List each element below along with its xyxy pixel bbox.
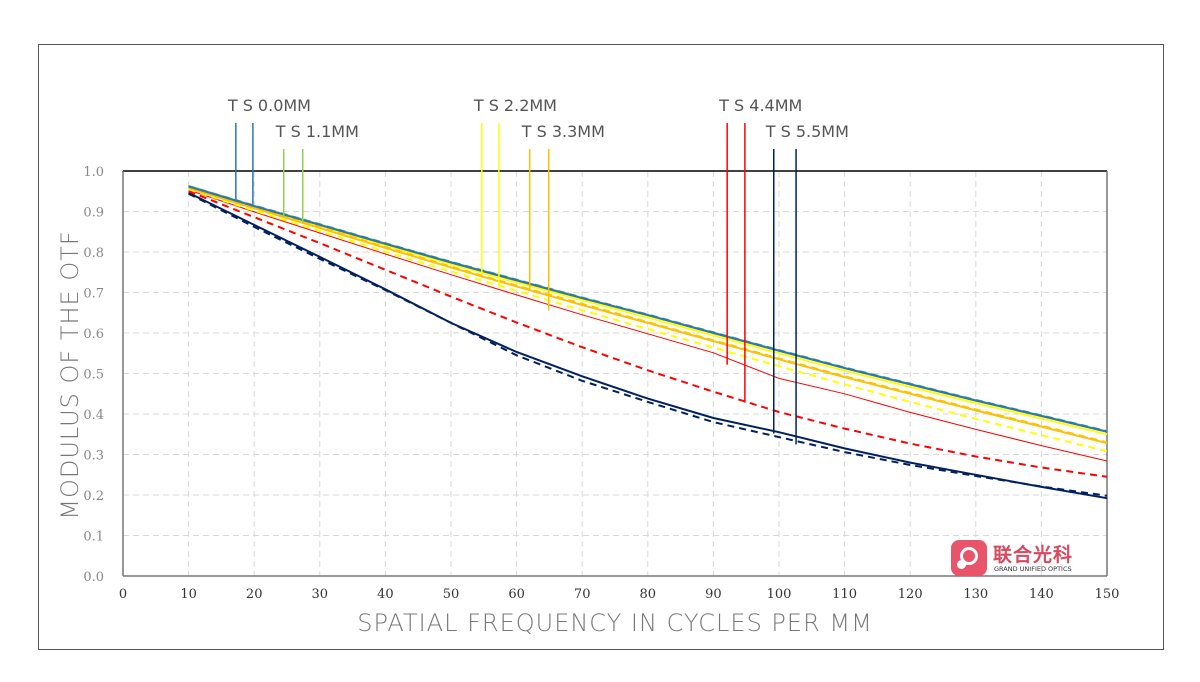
series-line-s-2-2mm bbox=[188, 188, 1108, 453]
series-line-t-5-5mm bbox=[188, 192, 1108, 500]
annotation-label: T S 2.2MM bbox=[473, 96, 557, 115]
x-tick-label: 100 bbox=[767, 587, 792, 602]
annotation-label: T S 3.3MM bbox=[521, 122, 605, 141]
y-tick-label: 0.7 bbox=[83, 287, 104, 302]
x-tick-label: 20 bbox=[246, 587, 263, 602]
series-line-t-2-2mm bbox=[188, 186, 1108, 436]
annotation-label: T S 0.0MM bbox=[227, 96, 311, 115]
x-tick-label: 90 bbox=[705, 587, 722, 602]
axes bbox=[122, 170, 1108, 577]
y-tick-label: 0.1 bbox=[83, 530, 104, 545]
series-line-s-5-5mm bbox=[188, 192, 1108, 497]
x-tick-label: 70 bbox=[574, 587, 591, 602]
series-lines bbox=[188, 185, 1108, 500]
annotation-label: T S 5.5MM bbox=[765, 122, 849, 141]
x-tick-label: 10 bbox=[180, 587, 197, 602]
y-tick-label: 0.9 bbox=[83, 206, 104, 221]
x-tick-label: 80 bbox=[640, 587, 657, 602]
y-axis-label: MODULUS OF THE OTF bbox=[56, 230, 84, 519]
x-tick-label: 130 bbox=[963, 587, 988, 602]
y-tick-label: 0.5 bbox=[83, 368, 104, 383]
brand-logo: 联合光科 GRAND UNIFIED OPTICS bbox=[951, 540, 1091, 576]
y-tick-label: 0.8 bbox=[83, 246, 104, 261]
y-tick-label: 0.0 bbox=[83, 570, 104, 585]
y-tick-label: 1.0 bbox=[83, 165, 104, 180]
x-tick-label: 40 bbox=[377, 587, 394, 602]
y-tick-label: 0.3 bbox=[83, 449, 104, 464]
annotation-labels: T S 0.0MM T S 1.1MM T S 2.2MM T S 3.3MM T S … bbox=[227, 96, 849, 141]
logo-mark-icon bbox=[951, 540, 987, 576]
y-tick-label: 0.2 bbox=[83, 489, 104, 504]
x-tick-labels: 0 10 20 30 40 50 60 70 80 90 100 110 120 130 140 150 bbox=[119, 587, 1120, 602]
x-tick-label: 50 bbox=[443, 587, 460, 602]
annotation-label: T S 1.1MM bbox=[275, 122, 359, 141]
x-tick-label: 140 bbox=[1029, 587, 1054, 602]
logo-name-en: GRAND UNIFIED OPTICS bbox=[994, 565, 1072, 573]
annotation-markers bbox=[235, 123, 797, 445]
x-tick-label: 150 bbox=[1095, 587, 1120, 602]
grid bbox=[123, 171, 1107, 576]
logo-name-cn: 联合光科 bbox=[993, 544, 1074, 566]
x-axis-label: SPATIAL FREQUENCY IN CYCLES PER MM bbox=[357, 609, 873, 637]
y-tick-label: 0.6 bbox=[83, 327, 104, 342]
y-tick-label: 0.4 bbox=[83, 408, 104, 423]
series-line-s-3-3mm bbox=[188, 186, 1108, 444]
x-tick-label: 120 bbox=[898, 587, 923, 602]
x-tick-label: 60 bbox=[508, 587, 525, 602]
series-line-t-4-4mm bbox=[188, 189, 1108, 462]
series-line-s-4-4mm bbox=[188, 190, 1108, 478]
annotation-label: T S 4.4MM bbox=[718, 96, 802, 115]
x-tick-label: 110 bbox=[832, 587, 857, 602]
x-tick-label: 30 bbox=[312, 587, 329, 602]
series-line-s-0-0mm bbox=[188, 185, 1108, 433]
x-tick-label: 0 bbox=[119, 587, 127, 602]
y-tick-labels: 0.0 0.1 0.2 0.3 0.4 0.5 0.6 0.7 0.8 0.9 1.0 bbox=[83, 165, 104, 585]
